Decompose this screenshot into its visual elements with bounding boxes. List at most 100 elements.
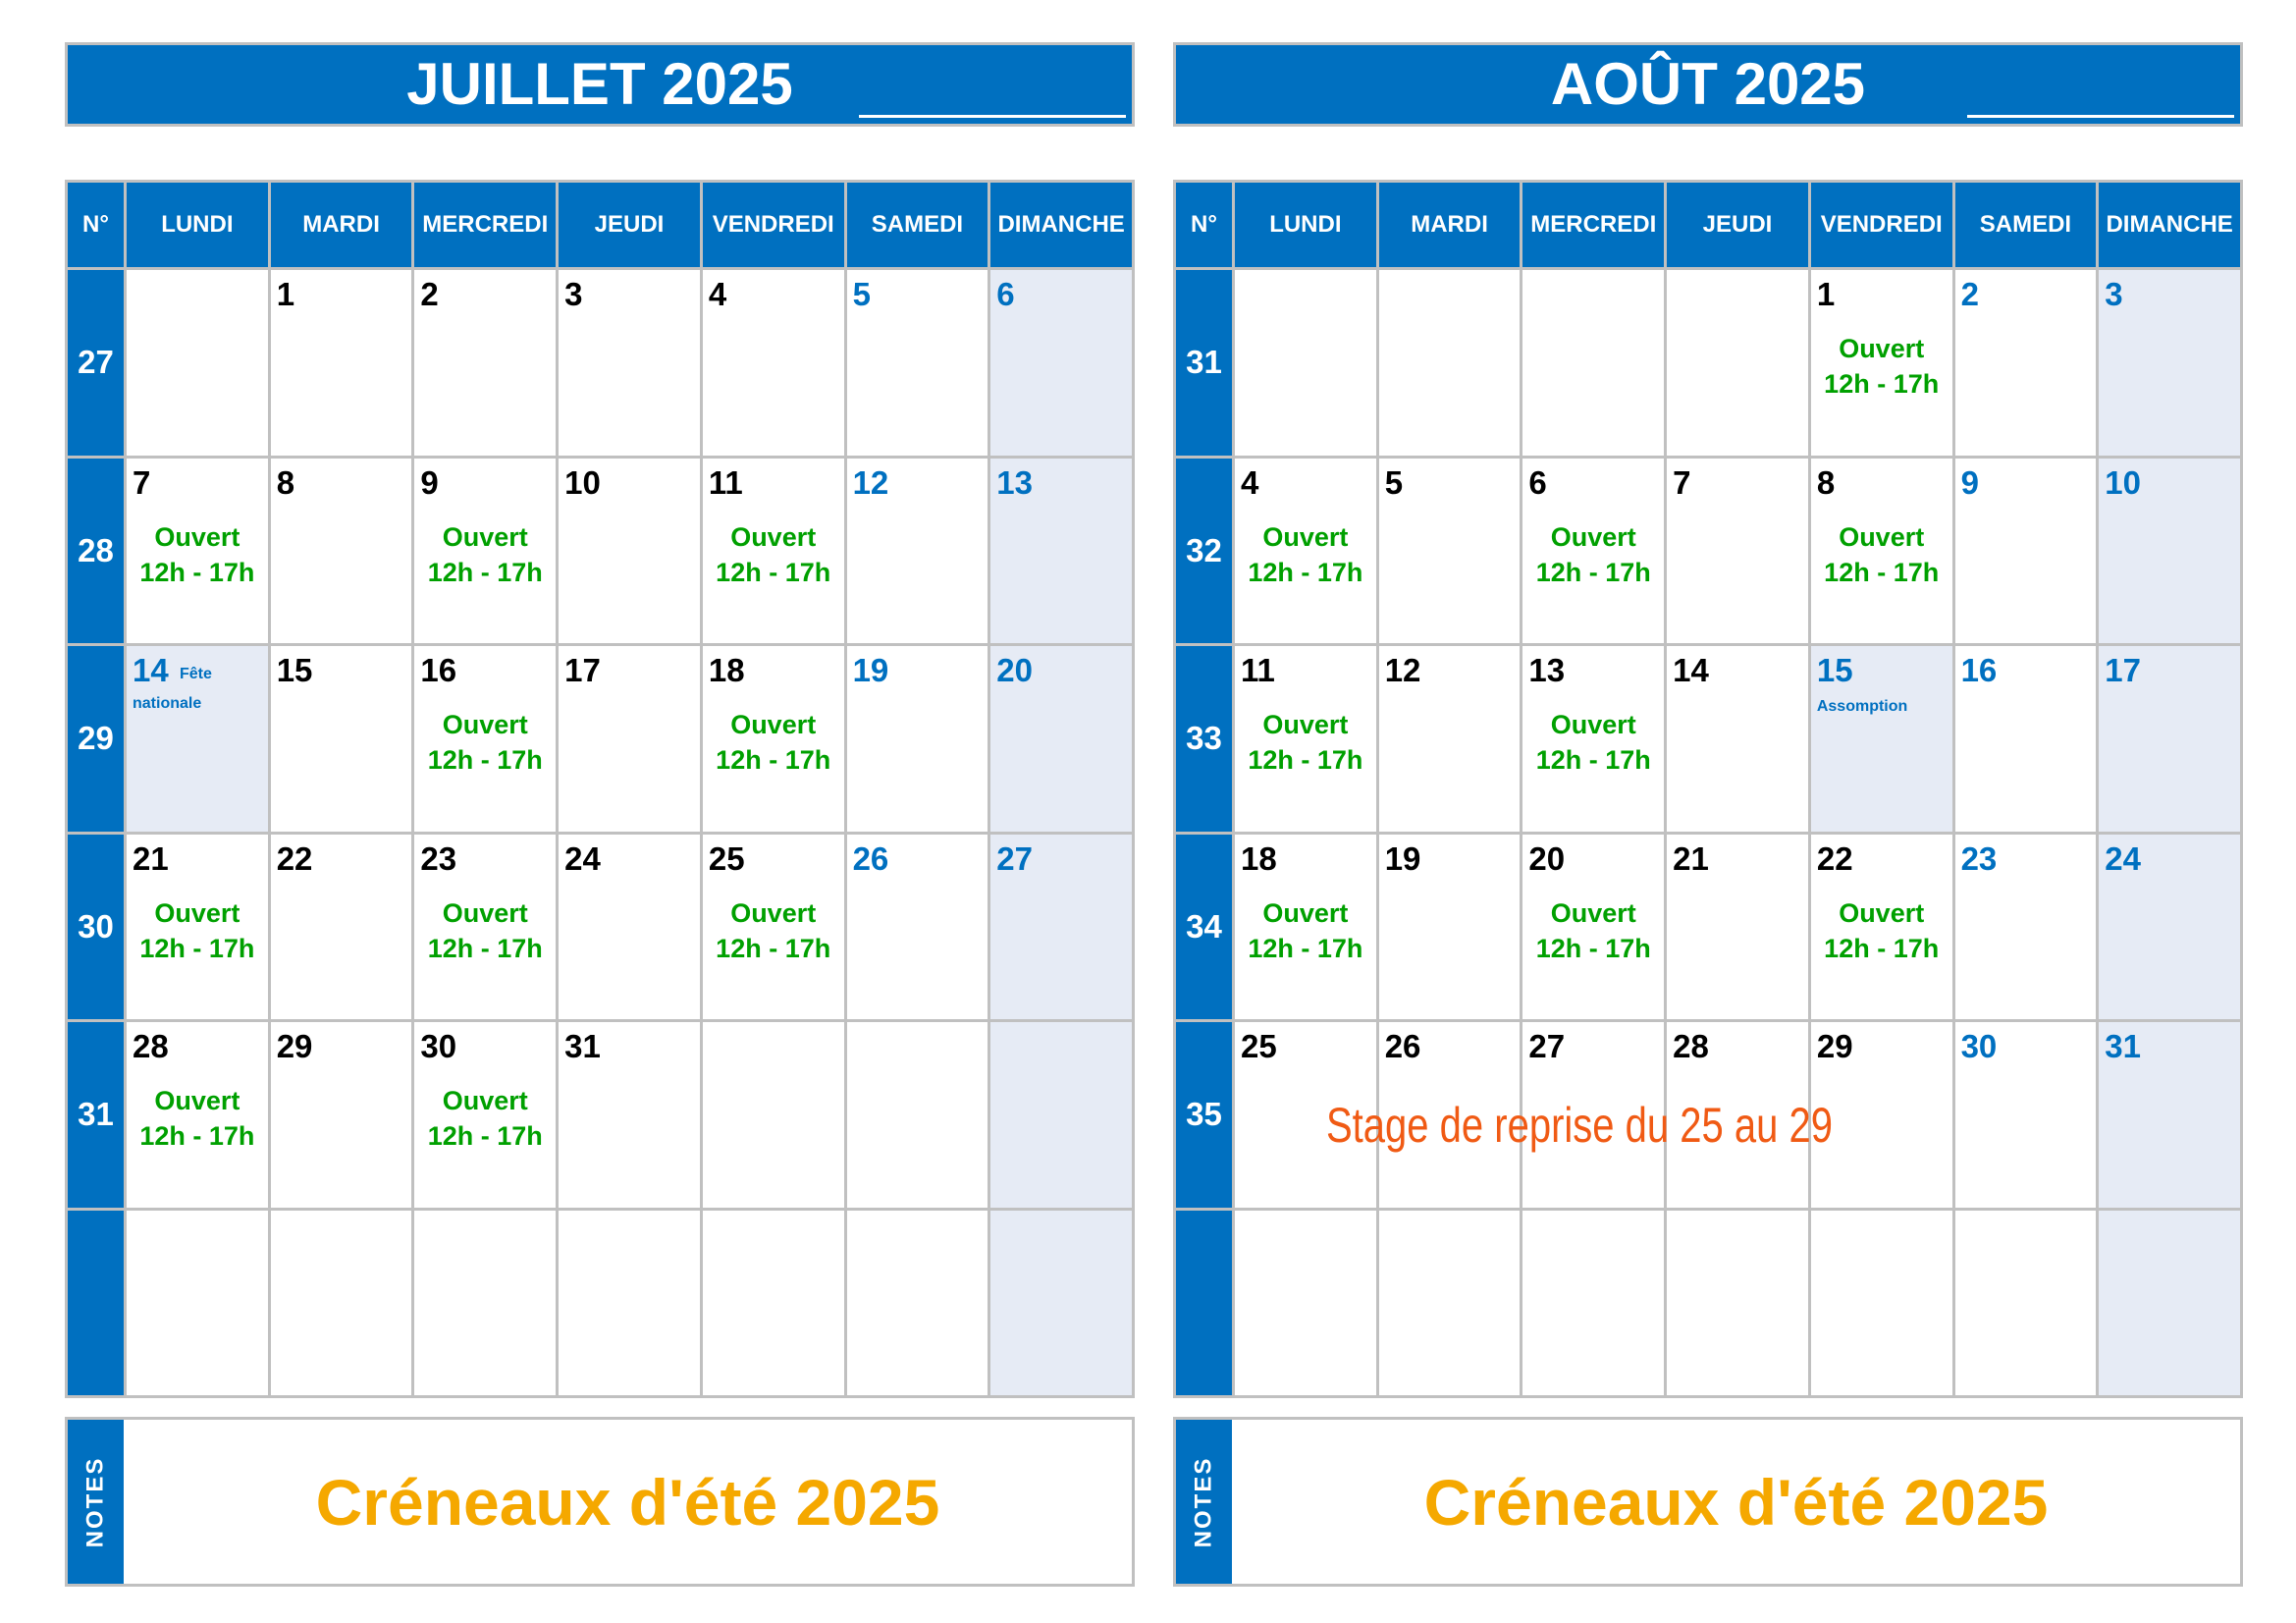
empty-cell[interactable]	[1667, 1210, 1808, 1395]
day-cell[interactable]: 23 Ouvert 12h - 17h	[414, 834, 557, 1019]
day-number: 27	[1528, 1028, 1566, 1064]
day-cell[interactable]: 31	[2099, 1022, 2240, 1208]
day-cell[interactable]: 13 Ouvert 12h - 17h	[1522, 646, 1665, 832]
opening-hours: Ouvert 12h - 17h	[1522, 895, 1664, 966]
day-cell[interactable]: 7	[1667, 458, 1808, 643]
empty-cell[interactable]	[1522, 270, 1665, 456]
day-cell[interactable]: 20	[990, 646, 1132, 832]
day-number: 8	[276, 463, 295, 501]
day-cell[interactable]: 7 Ouvert 12h - 17h	[127, 458, 268, 643]
day-number: 10	[2105, 463, 2141, 501]
day-cell[interactable]: 4 Ouvert 12h - 17h	[1235, 458, 1376, 643]
day-cell[interactable]: 2	[414, 270, 557, 456]
day-cell[interactable]: 9	[1954, 458, 2097, 643]
day-cell[interactable]: 11 Ouvert 12h - 17h	[1235, 646, 1376, 832]
empty-cell[interactable]	[270, 1210, 412, 1395]
empty-cell[interactable]	[990, 1022, 1132, 1208]
day-cell[interactable]: 29	[1810, 1022, 1952, 1208]
day-cell[interactable]: 11 Ouvert 12h - 17h	[702, 458, 844, 643]
empty-cell[interactable]	[990, 1210, 1132, 1395]
day-cell[interactable]: 15 Assomption	[1810, 646, 1952, 832]
day-cell[interactable]: 14	[1667, 646, 1808, 832]
day-cell[interactable]: 1 Ouvert 12h - 17h	[1810, 270, 1952, 456]
empty-cell[interactable]	[1954, 1210, 2097, 1395]
day-cell[interactable]: 12	[846, 458, 988, 643]
day-cell[interactable]: 15	[270, 646, 412, 832]
empty-cell[interactable]	[2099, 1210, 2240, 1395]
empty-cell[interactable]	[1667, 270, 1808, 456]
day-cell[interactable]: 24	[2099, 834, 2240, 1019]
day-cell[interactable]: 16	[1954, 646, 2097, 832]
day-cell[interactable]: 6 Ouvert 12h - 17h	[1522, 458, 1665, 643]
day-cell[interactable]: 10	[559, 458, 700, 643]
day-cell[interactable]: 5	[1378, 458, 1521, 643]
day-cell[interactable]: 5	[846, 270, 988, 456]
notes-box[interactable]: NOTES Créneaux d'été 2025	[65, 1417, 1135, 1587]
day-cell[interactable]: 23	[1954, 834, 2097, 1019]
day-cell[interactable]: 12	[1378, 646, 1521, 832]
empty-cell[interactable]	[559, 1210, 700, 1395]
notes-label: NOTES	[68, 1420, 124, 1584]
open-label: Ouvert	[1550, 710, 1636, 739]
calendar-grid: N° LUNDI MARDI MERCREDI JEUDI VENDREDI SAMEDI D…	[65, 180, 1135, 1398]
day-cell[interactable]: 19	[846, 646, 988, 832]
day-cell[interactable]: 22	[270, 834, 412, 1019]
day-cell[interactable]: 22 Ouvert 12h - 17h	[1810, 834, 1952, 1019]
day-cell[interactable]: 10	[2099, 458, 2240, 643]
day-cell[interactable]: 8 Ouvert 12h - 17h	[1810, 458, 1952, 643]
day-cell[interactable]: 26	[1378, 1022, 1521, 1208]
day-cell[interactable]: 1	[270, 270, 412, 456]
day-cell[interactable]: 3	[2099, 270, 2240, 456]
day-cell[interactable]: 17	[2099, 646, 2240, 832]
day-cell[interactable]: 3	[559, 270, 700, 456]
day-number: 15	[276, 652, 313, 688]
day-cell[interactable]: 8	[270, 458, 412, 643]
day-cell[interactable]: 18 Ouvert 12h - 17h	[702, 646, 844, 832]
day-number: 22	[1816, 839, 1853, 877]
day-cell[interactable]: 28 Ouvert 12h - 17h	[127, 1022, 268, 1208]
empty-cell[interactable]	[846, 1210, 988, 1395]
day-cell[interactable]: 19	[1378, 834, 1521, 1019]
day-cell[interactable]: 17	[559, 646, 700, 832]
day-cell[interactable]: 16 Ouvert 12h - 17h	[414, 646, 557, 832]
day-cell[interactable]: 30	[1954, 1022, 2097, 1208]
day-number: 6	[996, 276, 1015, 312]
day-cell[interactable]: 31	[559, 1022, 700, 1208]
day-header-5: SAMEDI	[846, 183, 988, 267]
empty-cell[interactable]	[702, 1022, 844, 1208]
day-cell[interactable]: 18 Ouvert 12h - 17h	[1235, 834, 1376, 1019]
day-cell[interactable]: 14 Fête nationale	[127, 646, 268, 832]
day-cell[interactable]: 25	[1235, 1022, 1376, 1208]
day-cell[interactable]: 13	[990, 458, 1132, 643]
day-number: 27	[996, 839, 1033, 877]
day-cell[interactable]: 20 Ouvert 12h - 17h	[1522, 834, 1665, 1019]
day-cell[interactable]: 21	[1667, 834, 1808, 1019]
day-cell[interactable]: 9 Ouvert 12h - 17h	[414, 458, 557, 643]
empty-cell[interactable]	[127, 1210, 268, 1395]
empty-cell[interactable]	[1522, 1210, 1665, 1395]
empty-cell[interactable]	[846, 1022, 988, 1208]
empty-cell[interactable]	[1235, 270, 1376, 456]
notes-box[interactable]: NOTES Créneaux d'été 2025	[1173, 1417, 2243, 1587]
day-cell[interactable]: 25 Ouvert 12h - 17h	[702, 834, 844, 1019]
day-cell[interactable]: 28	[1667, 1022, 1808, 1208]
empty-cell[interactable]	[414, 1210, 557, 1395]
open-label: Ouvert	[1550, 897, 1636, 928]
day-cell[interactable]: 29	[270, 1022, 412, 1208]
day-cell[interactable]: 2	[1954, 270, 2097, 456]
day-cell[interactable]: 21 Ouvert 12h - 17h	[127, 834, 268, 1019]
empty-cell[interactable]	[1235, 1210, 1376, 1395]
day-cell[interactable]: 30 Ouvert 12h - 17h	[414, 1022, 557, 1208]
empty-cell[interactable]	[1810, 1210, 1952, 1395]
day-cell[interactable]: 27	[990, 834, 1132, 1019]
day-cell[interactable]: 4	[702, 270, 844, 456]
day-cell[interactable]: 26	[846, 834, 988, 1019]
day-cell[interactable]: 6	[990, 270, 1132, 456]
day-number: 12	[1384, 652, 1421, 688]
day-cell[interactable]: 27	[1522, 1022, 1665, 1208]
day-cell[interactable]: 24	[559, 834, 700, 1019]
empty-cell[interactable]	[702, 1210, 844, 1395]
empty-cell[interactable]	[1378, 1210, 1521, 1395]
empty-cell[interactable]	[127, 270, 268, 456]
empty-cell[interactable]	[1378, 270, 1521, 456]
